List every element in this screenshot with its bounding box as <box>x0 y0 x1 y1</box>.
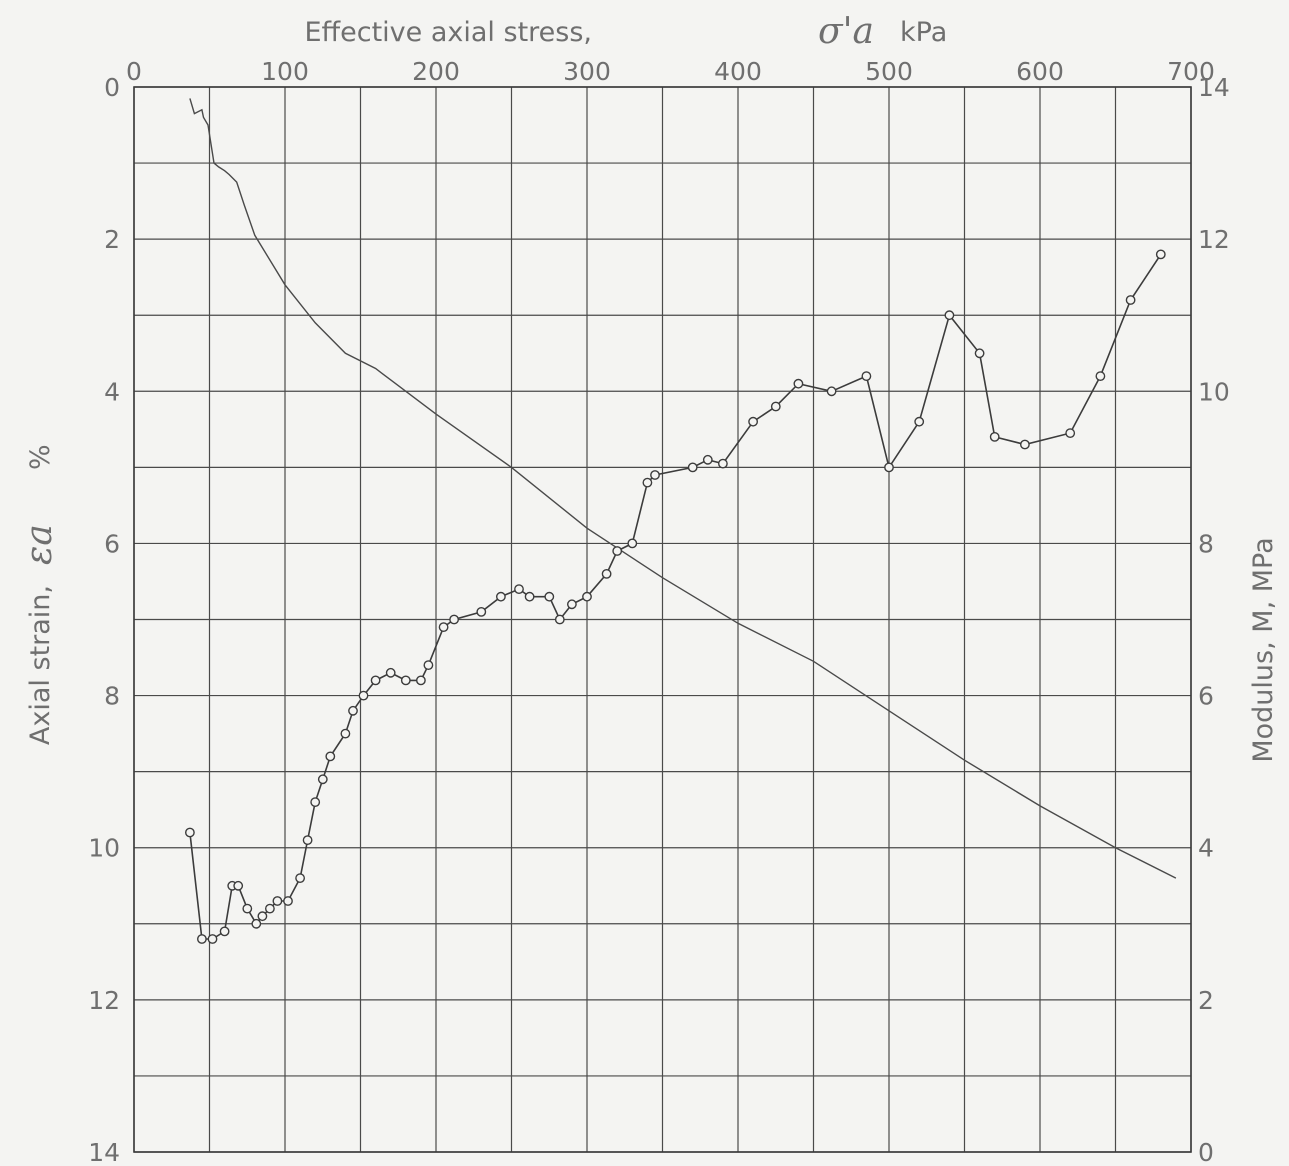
modulus-data-point <box>650 470 660 480</box>
modulus-data-point <box>1065 428 1076 438</box>
y-right-tick-label: 14 <box>1198 73 1230 102</box>
y-axis-left-symbol: εa <box>19 524 60 565</box>
y-axis-left-unit: % <box>25 444 56 470</box>
modulus-data-point <box>974 348 985 359</box>
y-right-tick-label: 6 <box>1198 682 1214 711</box>
modulus-data-point <box>524 591 535 602</box>
y-left-tick-label: 0 <box>104 73 120 102</box>
modulus-data-point <box>400 675 411 686</box>
modulus-data-point <box>438 622 449 632</box>
x-tick-label: 500 <box>865 57 913 86</box>
modulus-data-point <box>257 911 268 922</box>
tick-labels: 0 100 200 300 400 500 600 700 0 2 4 6 8 10 12 14 0 2 4 6 8 10… <box>88 57 1230 1166</box>
modulus-data-point <box>748 416 758 427</box>
y-left-tick-label: 4 <box>104 377 120 406</box>
modulus-data-point <box>989 431 1000 442</box>
x-tick-label: 600 <box>1016 57 1064 86</box>
y-left-tick-label: 2 <box>104 225 120 254</box>
modulus-data-point <box>642 477 653 488</box>
modulus-data-point <box>423 660 434 670</box>
modulus-data-point <box>385 667 396 678</box>
x-tick-label: 300 <box>563 57 611 86</box>
modulus-data-point <box>884 462 894 473</box>
x-tick-label: 200 <box>412 57 460 86</box>
modulus-data-point <box>702 454 713 465</box>
x-axis-symbol: σ'a <box>818 11 874 52</box>
modulus-data-point <box>251 918 262 929</box>
y-right-tick-label: 4 <box>1198 834 1214 863</box>
modulus-data-point <box>476 607 487 617</box>
modulus-data-point <box>770 401 781 412</box>
modulus-data-point <box>325 751 336 762</box>
modulus-data-point <box>687 462 698 473</box>
x-tick-label: 100 <box>261 57 309 86</box>
y-left-tick-label: 6 <box>104 529 120 558</box>
modulus-data-point <box>627 538 638 549</box>
strain-series-line <box>189 98 1177 879</box>
grid <box>133 86 1192 1153</box>
y-right-tick-label: 12 <box>1198 225 1230 254</box>
modulus-data-point <box>295 873 305 883</box>
y-axis-left-label: Axial strain, <box>25 585 56 745</box>
modulus-data-point <box>861 371 872 381</box>
x-tick-label: 700 <box>1167 57 1215 86</box>
modulus-data-point <box>582 591 592 602</box>
modulus-data-point <box>914 416 925 427</box>
modulus-data-point <box>567 599 577 610</box>
y-right-tick-label: 0 <box>1198 1138 1214 1162</box>
modulus-data-point <box>826 386 837 397</box>
modulus-data-point <box>1020 439 1030 450</box>
modulus-data-point <box>348 705 358 716</box>
modulus-data-point <box>242 903 253 914</box>
modulus-data-point <box>944 310 955 321</box>
modulus-data-point <box>1095 371 1106 381</box>
modulus-data-point <box>233 880 244 891</box>
modulus-data-point <box>554 614 565 625</box>
x-tick-label: 0 <box>126 57 142 86</box>
modulus-data-point <box>340 728 351 739</box>
modulus-data-point <box>370 675 381 686</box>
modulus-data-point <box>793 378 804 389</box>
x-axis-unit: kPa <box>900 17 947 48</box>
y-axis-left-title: Axial strain, εa % <box>19 444 60 745</box>
modulus-data-point <box>415 675 426 686</box>
modulus-data-point <box>310 797 321 807</box>
modulus-data-point <box>612 546 623 556</box>
series-layer <box>184 98 1177 944</box>
modulus-data-point <box>184 827 195 838</box>
modulus-data-point <box>1155 249 1166 260</box>
modulus-data-point <box>1125 295 1136 305</box>
y-axis-right-label: Modulus, M, MPa <box>1248 537 1279 762</box>
modulus-data-point <box>264 903 275 914</box>
y-left-tick-label: 14 <box>88 1138 120 1162</box>
modulus-data-point <box>495 591 506 602</box>
x-axis-label: Effective axial stress, <box>304 17 592 48</box>
modulus-data-point <box>219 926 230 937</box>
modulus-data-point <box>544 591 555 602</box>
modulus-data-point <box>358 690 369 701</box>
modulus-series-line <box>189 253 1162 940</box>
modulus-data-point <box>272 896 283 906</box>
y-left-tick-label: 8 <box>104 682 120 711</box>
modulus-data-point <box>718 458 728 469</box>
modulus-data-point <box>283 896 293 906</box>
plot-frame <box>133 86 1192 1153</box>
modulus-data-point <box>196 934 207 944</box>
y-axis-right-title: Modulus, M, MPa <box>1248 537 1279 762</box>
y-left-tick-label: 12 <box>88 986 120 1015</box>
x-tick-label: 400 <box>714 57 762 86</box>
y-right-tick-label: 2 <box>1198 986 1214 1015</box>
modulus-data-point <box>601 569 612 579</box>
modulus-data-point <box>302 835 313 845</box>
y-right-tick-label: 10 <box>1198 377 1230 406</box>
modulus-data-point <box>449 614 459 625</box>
y-right-tick-label: 8 <box>1198 529 1214 558</box>
modulus-data-point <box>514 584 524 594</box>
y-left-tick-label: 10 <box>88 834 120 863</box>
modulus-data-point <box>207 934 218 944</box>
modulus-data-point <box>317 774 328 785</box>
